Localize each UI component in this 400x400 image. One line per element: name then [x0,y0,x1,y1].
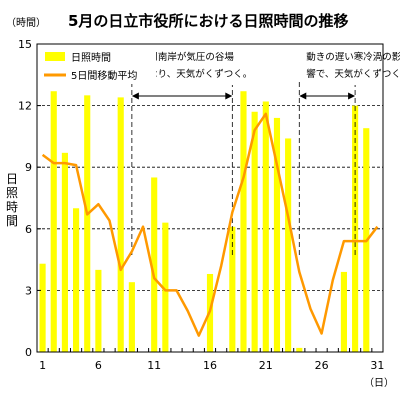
legend-label-line: 5日間移動平均 [71,69,137,82]
moving-average-series [41,112,379,337]
bar [229,226,236,352]
y-unit-label: （時間） [6,17,46,29]
bar [39,263,46,352]
bar [61,152,68,352]
bar [151,177,158,352]
bar [128,282,135,352]
bar [251,111,258,352]
x-tick-label: 11 [147,359,161,372]
y-axis-label: 日照時間 [6,172,18,228]
y-axis-label-char: 照 [6,186,18,200]
bar [262,101,269,352]
y-tick-label: 6 [25,223,32,236]
bar [240,91,247,352]
bar [50,91,57,352]
x-tick-label: 21 [259,359,273,372]
y-axis-label-char: 間 [6,214,18,228]
annotation-arrowhead-right [348,92,356,100]
y-tick-label: 15 [18,38,32,51]
y-axis-label-char: 時 [6,200,18,214]
bar [95,269,102,352]
bar [117,97,124,353]
bar [340,271,348,352]
x-unit-label: （日） [364,377,394,389]
legend-label-bar: 日照時間 [71,52,111,64]
bar [72,208,80,352]
series-line [41,112,379,337]
bar-series [39,91,370,353]
annotation-arrowhead-left [299,92,307,100]
annotation-text: 本州南岸が気圧の谷場 [139,51,235,63]
x-tick-label: 6 [95,359,102,372]
annotation-text: 動きの遅い寒冷渦の影 [306,51,400,63]
y-tick-label: 12 [18,100,32,113]
y-tick-label: 0 [25,346,32,359]
bar [84,95,91,352]
x-tick-label: 26 [315,359,329,372]
y-tick-label: 3 [25,284,32,297]
legend: 日照時間 5日間移動平均 [40,47,156,84]
y-tick-label: 9 [25,161,32,174]
bar [296,347,303,352]
annotation-arrowhead-left [131,92,139,100]
y-axis-label-char: 日 [6,172,18,186]
bar [162,222,169,352]
annotation-text: となり、天気がくずつく。 [139,68,252,80]
bar [285,138,292,352]
annotation-arrowhead-right [225,92,233,100]
x-tick-label: 31 [370,359,384,372]
annotation-text: 響で、天気がくずつく。 [306,68,400,80]
x-tick-label: 16 [203,359,217,372]
plot-frame [36,43,384,353]
x-tick-label: 1 [39,359,46,372]
chart-title: 5月の日立市役所における日照時間の推移 [68,12,348,30]
annotation-box [303,47,378,85]
bar [273,117,281,352]
legend-swatch-bar [45,52,65,61]
